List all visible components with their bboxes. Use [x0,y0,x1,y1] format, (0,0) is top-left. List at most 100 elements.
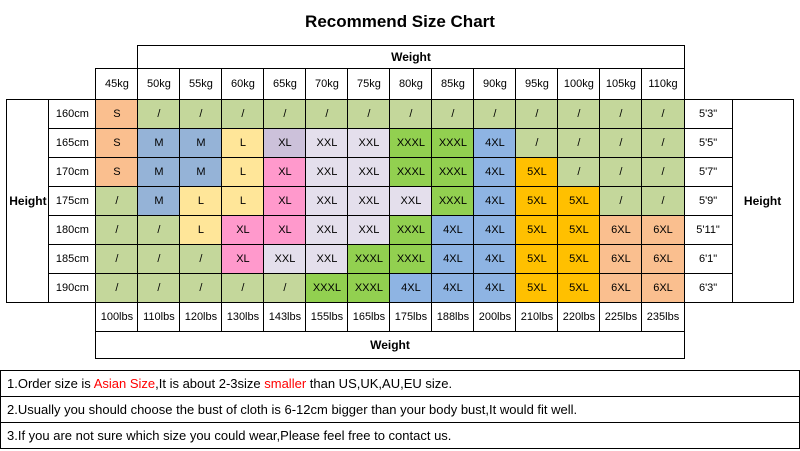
size-cell: L [179,186,223,216]
corner-blank [48,331,96,359]
height-cm-cell: 185cm [48,244,97,274]
corner-blank [684,68,733,100]
size-cell: 4XL [473,157,517,187]
corner-blank [48,302,96,332]
size-cell: / [389,99,433,129]
height-cm-cell: 190cm [48,273,97,303]
note-text-segment: 3.If you are not sure which size you cou… [7,428,452,443]
weight-kg-cell: 95kg [515,68,559,100]
size-cell: XXL [305,215,349,245]
size-cell: 5XL [557,215,601,245]
corner-blank [684,45,733,69]
size-cell: / [95,186,139,216]
size-cell: 4XL [473,215,517,245]
weight-lbs-cell: 225lbs [599,302,643,332]
size-cell: 5XL [515,157,559,187]
weight-kg-cell: 55kg [179,68,223,100]
corner-blank [732,45,794,69]
weight-header-bottom: Weight [95,331,685,359]
size-cell: L [179,215,223,245]
size-cell: / [599,99,643,129]
height-cm-cell: 170cm [48,157,97,187]
size-cell: / [179,273,223,303]
corner-blank [6,45,49,69]
size-cell: M [137,157,181,187]
size-cell: XXL [347,128,391,158]
size-cell: / [305,99,349,129]
height-cm-cell: 165cm [48,128,97,158]
size-cell: / [515,99,559,129]
size-cell: 5XL [515,273,559,303]
size-cell: 4XL [473,128,517,158]
size-cell: / [641,99,685,129]
size-cell: 4XL [473,244,517,274]
size-cell: XXXL [347,273,391,303]
height-label-left: Height [6,99,50,303]
size-cell: XXXL [431,157,475,187]
size-cell: / [557,128,601,158]
size-cell: / [179,244,223,274]
weight-kg-cell: 85kg [431,68,475,100]
weight-kg-cell: 45kg [95,68,139,100]
height-ft-cell: 5'9" [683,186,733,216]
size-cell: / [557,157,601,187]
note-row: 1.Order size is Asian Size,It is about 2… [0,370,800,397]
size-cell: / [95,244,139,274]
weight-lbs-cell: 235lbs [641,302,685,332]
size-cell: 4XL [473,186,517,216]
size-chart-page: Recommend Size Chart Weight 45kg 50kg 55kg 6… [0,12,800,449]
size-cell: M [179,157,223,187]
weight-kg-cell: 105kg [599,68,643,100]
size-cell: / [263,273,307,303]
weight-kg-cell: 75kg [347,68,391,100]
size-cell: XL [263,186,307,216]
size-cell: / [557,99,601,129]
size-cell: / [641,186,685,216]
height-cm-cell: 160cm [48,99,97,129]
size-cell: / [137,215,181,245]
height-ft-cell: 5'7" [683,157,733,187]
weight-kg-cell: 50kg [137,68,181,100]
height-ft-cell: 5'5" [683,128,733,158]
size-cell: M [137,128,181,158]
size-cell: / [347,99,391,129]
page-title: Recommend Size Chart [305,12,495,31]
weight-kg-cell: 110kg [641,68,685,100]
weight-lbs-cell: 155lbs [305,302,349,332]
size-cell: / [137,244,181,274]
size-cell: 5XL [515,215,559,245]
corner-blank [6,302,49,332]
height-ft-cell: 6'3" [683,273,733,303]
size-cell: / [641,157,685,187]
size-cell: / [599,157,643,187]
corner-blank [732,331,794,359]
size-cell: XXXL [389,157,433,187]
size-cell: XL [263,128,307,158]
weight-lbs-cell: 165lbs [347,302,391,332]
height-ft-cell: 6'1" [683,244,733,274]
size-cell: 5XL [557,273,601,303]
size-cell: L [221,186,265,216]
weight-lbs-cell: 220lbs [557,302,601,332]
height-label-right: Height [731,99,794,303]
size-cell: / [221,273,265,303]
weight-kg-cell: 90kg [473,68,517,100]
corner-blank [48,68,96,100]
note-text-segment: 1.Order size is [7,376,94,391]
note-text-segment: 2.Usually you should choose the bust of … [7,402,578,417]
weight-lbs-cell: 110lbs [137,302,181,332]
weight-kg-cell: 60kg [221,68,265,100]
size-cell: XXXL [389,128,433,158]
size-cell: / [137,99,181,129]
size-cell: / [599,186,643,216]
height-cm-cell: 175cm [48,186,97,216]
weight-lbs-cell: 175lbs [389,302,433,332]
size-cell: XXXL [305,273,349,303]
size-cell: XXL [347,157,391,187]
size-cell: XXXL [389,244,433,274]
size-cell: S [95,128,139,158]
size-cell: S [95,157,139,187]
notes-section: 1.Order size is Asian Size,It is about 2… [0,370,800,449]
size-cell: XXL [389,186,433,216]
size-cell: / [473,99,517,129]
